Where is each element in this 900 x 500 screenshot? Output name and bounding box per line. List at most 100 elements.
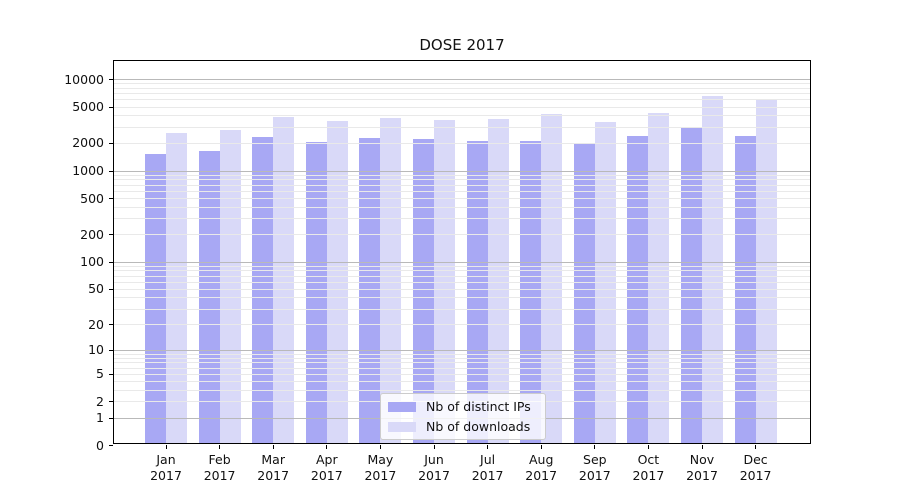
x-tick-label: Jan 2017	[150, 452, 182, 483]
x-axis-tick	[165, 445, 167, 449]
legend-item-downloads: Nb of downloads	[388, 418, 538, 435]
bar-distinct-ips-nov	[681, 127, 702, 443]
minor-gridline	[114, 184, 810, 186]
bar-downloads-mar	[273, 117, 295, 443]
minor-gridline	[114, 308, 810, 310]
y-axis-tick	[109, 417, 113, 419]
x-axis-tick	[647, 445, 649, 449]
minor-gridline	[114, 373, 810, 375]
y-axis-tick	[109, 349, 113, 351]
y-tick-label: 10	[88, 342, 104, 358]
y-axis-tick	[109, 170, 113, 172]
x-tick-label: Jul 2017	[471, 452, 504, 483]
bar-distinct-ips-mar	[252, 136, 274, 443]
minor-gridline	[114, 93, 810, 95]
minor-gridline	[114, 234, 810, 236]
y-tick-label: 500	[80, 190, 104, 206]
y-tick-label: 5000	[72, 99, 104, 114]
y-axis-tick	[109, 198, 113, 199]
x-axis-tick	[219, 445, 221, 449]
minor-gridline	[114, 174, 810, 176]
x-axis-tick	[272, 445, 274, 449]
major-gridline	[114, 170, 810, 172]
minor-gridline	[114, 190, 810, 192]
chart-title: DOSE 2017	[419, 36, 505, 54]
x-tick-label: Feb 2017	[203, 452, 236, 483]
bar-distinct-ips-jan	[145, 154, 166, 443]
bar-downloads-jan	[166, 133, 187, 443]
y-axis-tick	[109, 288, 113, 290]
minor-gridline	[114, 270, 810, 272]
major-gridline	[114, 349, 810, 351]
legend-label-distinct-ips: Nb of distinct IPs	[426, 399, 531, 414]
major-gridline	[114, 79, 810, 80]
bar-distinct-ips-sep	[573, 142, 595, 443]
minor-gridline	[114, 106, 810, 108]
legend: Nb of distinct IPs Nb of downloads	[380, 393, 546, 440]
bar-distinct-ips-jul	[466, 140, 488, 443]
minor-gridline	[114, 83, 810, 85]
minor-gridline	[114, 99, 810, 101]
x-axis-tick	[594, 445, 596, 449]
y-tick-label: 2	[96, 393, 104, 409]
y-axis-tick	[109, 401, 113, 403]
bar-downloads-dec	[755, 100, 777, 443]
x-axis-tick	[433, 445, 435, 449]
x-tick-label: Apr 2017	[310, 452, 343, 483]
major-gridline	[114, 261, 810, 263]
x-tick-label: Mar 2017	[257, 452, 290, 483]
minor-gridline	[114, 297, 810, 299]
minor-gridline	[114, 265, 810, 267]
bar-downloads-feb	[219, 129, 241, 443]
x-tick-label: Nov 2017	[686, 452, 718, 483]
minor-gridline	[114, 367, 810, 369]
minor-gridline	[114, 381, 810, 382]
bar-downloads-jun	[434, 120, 455, 443]
bar-distinct-ips-apr	[305, 141, 327, 443]
y-tick-label: 2000	[72, 135, 104, 151]
minor-gridline	[114, 324, 810, 325]
minor-gridline	[114, 353, 810, 355]
legend-item-distinct-ips: Nb of distinct IPs	[388, 398, 538, 415]
y-tick-label: 1000	[72, 163, 104, 178]
minor-gridline	[114, 179, 810, 181]
minor-gridline	[114, 281, 810, 283]
minor-gridline	[114, 275, 810, 277]
minor-gridline	[114, 126, 810, 128]
y-axis-tick	[109, 79, 113, 80]
bar-distinct-ips-jun	[413, 139, 434, 443]
minor-gridline	[114, 198, 810, 199]
x-tick-label: Sep 2017	[578, 452, 611, 483]
x-tick-label: Aug 2017	[525, 452, 558, 483]
legend-label-downloads: Nb of downloads	[426, 419, 531, 434]
bar-distinct-ips-feb	[198, 150, 220, 443]
x-axis-tick	[326, 445, 328, 449]
x-axis-tick	[379, 445, 381, 449]
x-tick-label: Oct 2017	[632, 452, 665, 483]
minor-gridline	[114, 115, 810, 117]
bar-distinct-ips-aug	[520, 141, 542, 443]
bar-distinct-ips-may	[359, 137, 381, 443]
y-tick-label: 10000	[64, 71, 104, 87]
x-axis-tick	[701, 445, 703, 449]
bar-downloads-jul	[487, 118, 509, 443]
minor-gridline	[114, 218, 810, 220]
bar-downloads-nov	[702, 96, 723, 443]
y-axis-tick	[109, 106, 113, 108]
x-tick-label: Jun 2017	[418, 452, 450, 483]
y-tick-label: 0	[96, 437, 104, 453]
x-axis-tick	[540, 445, 542, 449]
y-axis-tick	[109, 142, 113, 144]
bar-downloads-aug	[541, 114, 563, 443]
y-tick-label: 50	[88, 281, 104, 297]
minor-gridline	[114, 362, 810, 364]
minor-gridline	[114, 206, 810, 208]
minor-gridline	[114, 288, 810, 290]
y-tick-label: 5	[96, 366, 104, 382]
y-tick-label: 100	[80, 254, 104, 270]
y-axis-tick	[109, 373, 113, 375]
y-tick-label: 200	[80, 226, 104, 242]
minor-gridline	[114, 142, 810, 144]
x-axis-tick	[755, 445, 757, 449]
